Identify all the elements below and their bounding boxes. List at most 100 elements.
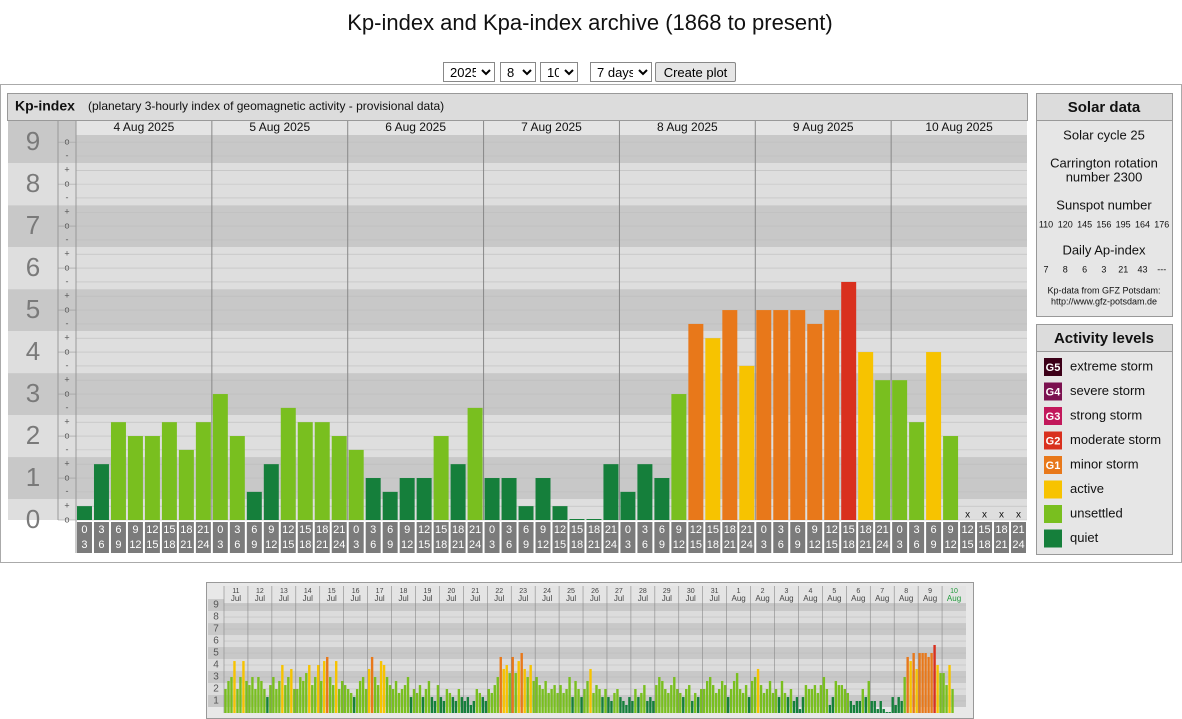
hour-start: 21 <box>469 524 481 536</box>
hour-start: 9 <box>268 524 274 536</box>
mini-bar <box>263 689 266 713</box>
mini-y-tick-label: 4 <box>213 660 219 671</box>
hour-end: 21 <box>180 539 192 551</box>
mini-bar <box>951 689 954 713</box>
mini-bar <box>906 656 909 713</box>
mini-month-label: Jul <box>494 594 504 603</box>
hour-end: 18 <box>299 539 311 551</box>
mini-bar <box>556 692 559 713</box>
bar <box>671 394 687 520</box>
mini-bar <box>385 677 389 713</box>
level-badge: G5 <box>1046 362 1061 374</box>
mini-bar <box>397 692 401 713</box>
sunspot-value: 176 <box>1154 219 1169 229</box>
level-swatch <box>1044 456 1062 474</box>
hour-end: 18 <box>843 539 855 551</box>
y-tick-label: 4 <box>26 336 40 366</box>
mini-day-label: 3 <box>785 588 789 595</box>
hour-end: 9 <box>931 539 937 551</box>
hour-end: 15 <box>690 539 702 551</box>
mini-bar <box>598 689 601 713</box>
hour-cell <box>790 522 806 553</box>
mini-day-label: 10 <box>950 588 958 595</box>
range-select[interactable]: 7 days <box>590 62 652 82</box>
hour-cell <box>195 522 211 553</box>
mini-bar <box>610 701 613 713</box>
y-tick-label: 8 <box>26 168 40 198</box>
mini-bar <box>927 656 930 713</box>
mini-bar <box>346 689 350 713</box>
mini-bar <box>403 685 407 713</box>
bar <box>807 323 823 520</box>
hour-end: 15 <box>418 539 430 551</box>
mini-day-label: 30 <box>687 588 695 595</box>
minor-tick-label: - <box>66 360 69 370</box>
mini-bar <box>849 701 853 713</box>
hour-start: 6 <box>387 524 393 536</box>
mini-bar <box>670 685 673 713</box>
mini-month-label: Jul <box>398 594 408 603</box>
mini-day-label: 5 <box>832 588 836 595</box>
mini-month-label: Jul <box>279 594 289 603</box>
hour-start: 21 <box>877 524 889 536</box>
mini-bar <box>924 653 927 713</box>
bar <box>603 464 619 520</box>
mini-bar <box>735 673 739 713</box>
mini-bar <box>239 677 242 713</box>
mini-day-label: 13 <box>280 588 288 595</box>
mini-bar <box>332 685 335 713</box>
mini-bar <box>433 701 437 713</box>
mini-day-label: 25 <box>567 588 575 595</box>
mini-bar <box>535 677 538 713</box>
mini-bar <box>490 692 493 713</box>
hour-start: 3 <box>98 524 104 536</box>
create-plot-button[interactable]: Create plot <box>655 62 736 82</box>
hour-cell <box>552 522 568 553</box>
minor-tick-label: - <box>66 234 69 244</box>
mini-bar <box>406 677 410 713</box>
mini-month-label: Aug <box>899 594 913 603</box>
mini-bar <box>822 677 826 713</box>
mini-bar <box>843 689 847 713</box>
mini-y-tick-label: 6 <box>213 636 219 647</box>
hour-end: 3 <box>897 539 903 551</box>
mini-bar <box>580 697 583 713</box>
hour-end: 15 <box>961 539 973 551</box>
mini-bar <box>661 680 664 713</box>
mini-day-label: 1 <box>737 588 741 595</box>
mini-bar <box>747 697 751 713</box>
mini-bar <box>349 692 353 713</box>
mini-day-label: 31 <box>711 588 719 595</box>
mini-bar <box>562 692 565 713</box>
mini-bar <box>352 697 356 713</box>
hour-start: 18 <box>180 524 192 536</box>
hour-end: 6 <box>778 539 784 551</box>
mini-bar <box>942 673 945 713</box>
hour-cell <box>348 522 364 553</box>
day-select[interactable]: 10 <box>540 62 578 82</box>
mini-bar <box>861 689 864 713</box>
mini-bar <box>825 689 829 713</box>
source: Kp-data from GFZ Potsdam: <box>1047 285 1160 295</box>
minor-tick-label: + <box>64 417 69 427</box>
mini-month-label: Aug <box>731 594 745 603</box>
level-badge: G2 <box>1046 435 1061 447</box>
mini-bar <box>876 709 879 713</box>
mini-bar <box>335 661 338 713</box>
mini-month-label: Jul <box>590 594 600 603</box>
mini-day-label: 2 <box>761 588 765 595</box>
month-select[interactable]: 8 <box>500 62 536 82</box>
ap-value: 3 <box>1101 264 1106 274</box>
hour-start: 6 <box>523 524 529 536</box>
year-select[interactable]: 2025 <box>443 62 495 82</box>
hour-cell <box>144 522 160 553</box>
hour-cell <box>246 522 262 553</box>
bar <box>756 310 772 520</box>
mini-bar <box>804 685 808 713</box>
mini-bar <box>367 668 371 713</box>
bar <box>246 491 262 520</box>
hour-start: 6 <box>795 524 801 536</box>
level-swatch <box>1044 358 1062 376</box>
hour-start: 6 <box>659 524 665 536</box>
sunspot-value: 156 <box>1096 219 1111 229</box>
